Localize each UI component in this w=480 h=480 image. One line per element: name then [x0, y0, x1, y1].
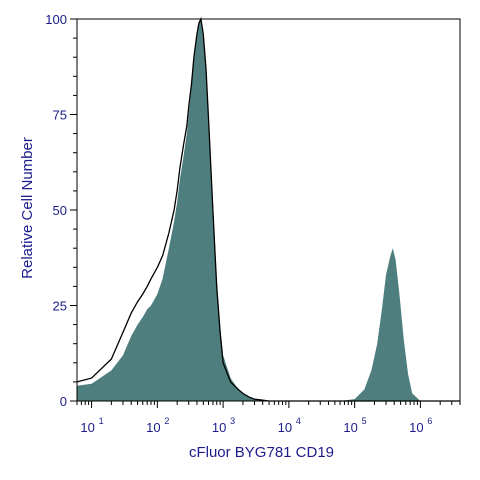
y-tick-label: 0 — [60, 394, 67, 409]
series-0-filled-histogram — [77, 19, 460, 401]
x-tick-label-base: 10 — [343, 420, 357, 435]
y-tick-label: 50 — [53, 203, 67, 218]
x-tick-label-base: 10 — [409, 420, 423, 435]
x-tick-label-exponent: 1 — [99, 416, 104, 426]
y-tick-label: 100 — [45, 12, 67, 27]
x-axis-title: cFluor BYG781 CD19 — [189, 444, 334, 461]
x-tick-label-exponent: 4 — [296, 416, 301, 426]
x-tick-label-base: 10 — [278, 420, 292, 435]
y-axis-title: Relative Cell Number — [19, 137, 36, 279]
x-tick-label-base: 10 — [146, 420, 160, 435]
x-tick-label-base: 10 — [80, 420, 94, 435]
x-tick-label-base: 10 — [212, 420, 226, 435]
x-tick-label-exponent: 6 — [427, 416, 432, 426]
x-tick-label-exponent: 5 — [362, 416, 367, 426]
y-tick-label: 25 — [53, 299, 67, 314]
x-tick-label-exponent: 2 — [164, 416, 169, 426]
series-1-outline-histogram — [76, 16, 460, 402]
x-tick-label-exponent: 3 — [230, 416, 235, 426]
y-tick-label: 75 — [53, 108, 67, 123]
